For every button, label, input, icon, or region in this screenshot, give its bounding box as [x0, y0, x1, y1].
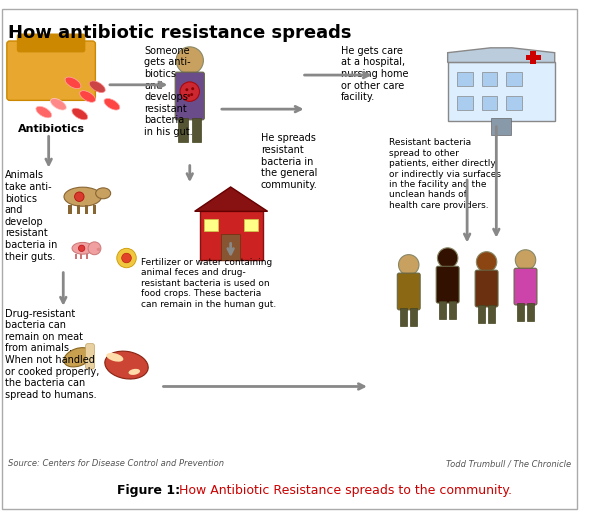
FancyBboxPatch shape	[7, 41, 95, 100]
FancyBboxPatch shape	[397, 273, 420, 310]
FancyBboxPatch shape	[458, 96, 473, 110]
FancyBboxPatch shape	[199, 211, 263, 260]
FancyBboxPatch shape	[221, 234, 240, 260]
FancyBboxPatch shape	[516, 303, 524, 321]
FancyBboxPatch shape	[458, 72, 473, 86]
FancyBboxPatch shape	[75, 254, 77, 259]
FancyBboxPatch shape	[204, 219, 218, 231]
Circle shape	[399, 255, 419, 275]
FancyBboxPatch shape	[17, 34, 84, 52]
Text: Someone
gets anti-
biotics
and
develops
resistant
bacteria
in his gut.: Someone gets anti- biotics and develops …	[144, 46, 193, 137]
Ellipse shape	[36, 106, 52, 118]
Ellipse shape	[65, 77, 81, 89]
FancyBboxPatch shape	[449, 301, 456, 319]
Ellipse shape	[72, 242, 93, 254]
Text: Antibiotics: Antibiotics	[17, 124, 84, 134]
FancyBboxPatch shape	[175, 72, 204, 120]
Circle shape	[79, 245, 85, 252]
Circle shape	[437, 248, 458, 268]
FancyBboxPatch shape	[447, 63, 555, 121]
Text: How Antibiotic Resistance spreads to the community.: How Antibiotic Resistance spreads to the…	[175, 484, 512, 497]
FancyBboxPatch shape	[478, 305, 485, 323]
FancyBboxPatch shape	[84, 205, 88, 214]
FancyBboxPatch shape	[178, 118, 188, 142]
Text: Figure 1:: Figure 1:	[117, 484, 180, 497]
Text: Resistant bacteria
spread to other
patients, either directly
or indirectly via s: Resistant bacteria spread to other patie…	[389, 138, 501, 210]
FancyBboxPatch shape	[530, 51, 536, 64]
Circle shape	[515, 250, 536, 270]
Polygon shape	[195, 187, 268, 211]
Ellipse shape	[64, 187, 102, 206]
FancyBboxPatch shape	[439, 301, 446, 319]
Text: He spreads
resistant
bacteria in
the general
community.: He spreads resistant bacteria in the gen…	[261, 134, 318, 190]
Circle shape	[121, 253, 131, 263]
FancyBboxPatch shape	[68, 205, 72, 214]
Ellipse shape	[96, 188, 111, 199]
FancyBboxPatch shape	[488, 305, 496, 323]
FancyBboxPatch shape	[410, 308, 418, 326]
Circle shape	[191, 87, 194, 90]
Ellipse shape	[96, 248, 101, 251]
Ellipse shape	[105, 351, 148, 379]
Ellipse shape	[89, 81, 105, 93]
Circle shape	[180, 82, 199, 102]
Circle shape	[117, 248, 136, 268]
Circle shape	[190, 93, 193, 96]
FancyBboxPatch shape	[77, 205, 80, 214]
FancyBboxPatch shape	[86, 254, 88, 259]
FancyBboxPatch shape	[482, 96, 497, 110]
Circle shape	[176, 47, 203, 74]
Text: How antibiotic resistance spreads: How antibiotic resistance spreads	[8, 24, 351, 42]
FancyBboxPatch shape	[482, 72, 497, 86]
Text: He gets care
at a hospital,
nursing home
or other care
facility.: He gets care at a hospital, nursing home…	[340, 46, 408, 102]
Ellipse shape	[80, 91, 95, 102]
FancyBboxPatch shape	[527, 303, 534, 321]
Circle shape	[88, 242, 101, 255]
Text: Fertilizer or water containing
animal feces and drug-
resistant bacteria is used: Fertilizer or water containing animal fe…	[141, 258, 276, 309]
Text: Animals
take anti-
biotics
and
develop
resistant
bacteria in
their guts.: Animals take anti- biotics and develop r…	[5, 170, 57, 262]
Ellipse shape	[129, 369, 140, 375]
FancyBboxPatch shape	[93, 205, 96, 214]
Text: Drug-resistant
bacteria can
remain on meat
from animals.
When not handled
or coo: Drug-resistant bacteria can remain on me…	[5, 309, 99, 400]
FancyBboxPatch shape	[436, 266, 459, 303]
FancyBboxPatch shape	[86, 343, 95, 369]
Ellipse shape	[72, 108, 87, 120]
FancyBboxPatch shape	[506, 96, 522, 110]
FancyBboxPatch shape	[192, 118, 202, 142]
Polygon shape	[447, 48, 555, 63]
Circle shape	[187, 94, 190, 97]
FancyBboxPatch shape	[491, 118, 511, 135]
Circle shape	[477, 252, 497, 272]
FancyBboxPatch shape	[506, 72, 522, 86]
FancyBboxPatch shape	[400, 308, 407, 326]
Circle shape	[186, 88, 188, 91]
Ellipse shape	[104, 98, 120, 110]
FancyBboxPatch shape	[525, 54, 541, 61]
Ellipse shape	[107, 353, 123, 362]
Ellipse shape	[64, 348, 92, 367]
FancyBboxPatch shape	[80, 254, 82, 259]
FancyBboxPatch shape	[475, 270, 498, 307]
FancyBboxPatch shape	[245, 219, 258, 231]
Circle shape	[74, 192, 84, 202]
Text: Todd Trumbull / The Chronicle: Todd Trumbull / The Chronicle	[446, 459, 571, 468]
Ellipse shape	[51, 98, 66, 110]
Text: Source: Centers for Disease Control and Prevention: Source: Centers for Disease Control and …	[8, 459, 224, 468]
FancyBboxPatch shape	[514, 268, 537, 305]
